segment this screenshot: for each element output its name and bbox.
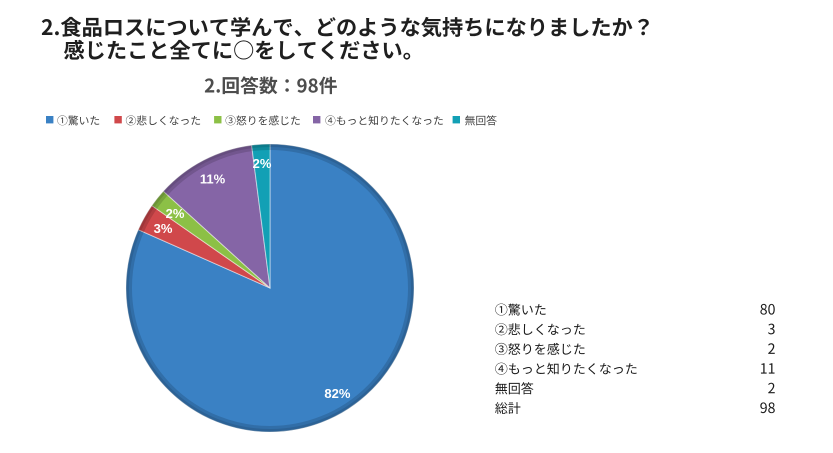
svg-text:2%: 2% [253, 156, 272, 171]
svg-text:3%: 3% [154, 221, 173, 236]
svg-text:82%: 82% [324, 386, 350, 401]
svg-text:2%: 2% [166, 206, 185, 221]
svg-text:11%: 11% [200, 172, 226, 187]
